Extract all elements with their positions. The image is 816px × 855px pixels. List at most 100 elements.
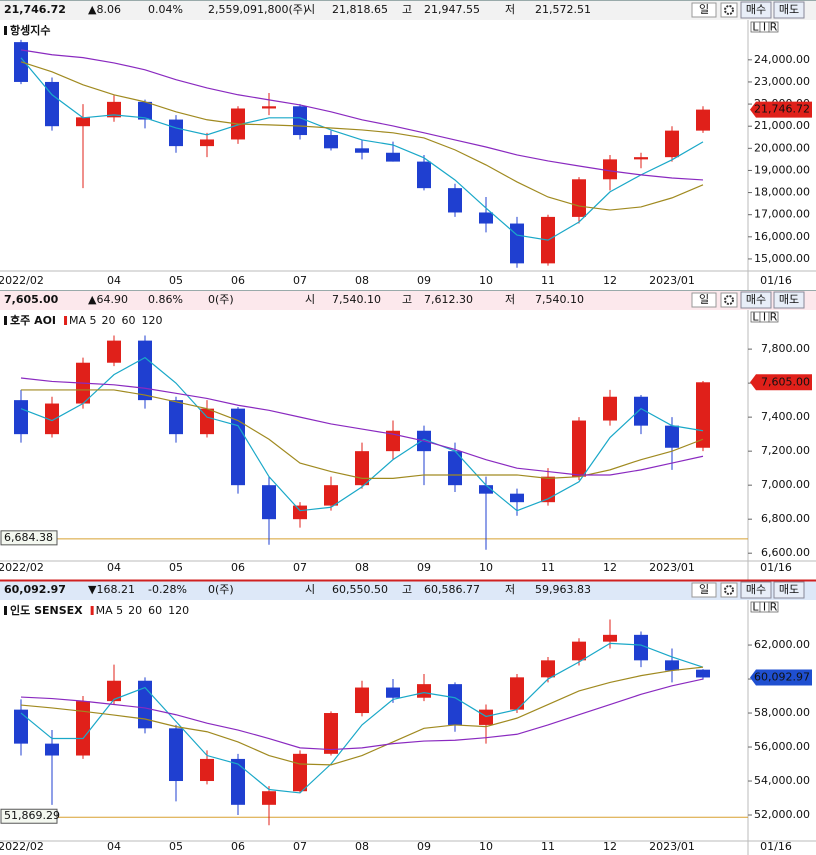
legend-ma5: MA 5 — [69, 314, 97, 327]
buy-button[interactable] — [740, 581, 772, 599]
legend-entry: 120 — [168, 604, 189, 617]
candle-body — [634, 396, 648, 426]
sell-button[interactable] — [773, 581, 805, 599]
scale-label: R — [770, 601, 778, 614]
scale-label: I — [763, 21, 766, 34]
sell-button[interactable] — [773, 1, 805, 19]
candle-body — [169, 400, 183, 435]
x-tick-label: 04 — [107, 274, 121, 287]
period-button[interactable] — [691, 292, 717, 308]
buy-button[interactable] — [740, 291, 772, 309]
settings-button[interactable] — [720, 2, 738, 18]
y-tick-label: 62,000.00 — [754, 638, 810, 651]
legend-swatch — [64, 316, 68, 325]
candle-body — [603, 159, 617, 180]
legend-entry: 60 — [122, 314, 136, 327]
quote-low-label: 저 — [505, 583, 515, 596]
legend-entry: 20 — [128, 604, 142, 617]
scale-button[interactable] — [768, 601, 779, 613]
sell-label: 매도 — [779, 293, 799, 306]
x-tick-label: 09 — [417, 840, 431, 853]
candle-body — [138, 680, 152, 729]
x-tick-label: 12 — [603, 840, 617, 853]
y-tick-label: 23,000.00 — [754, 75, 810, 88]
x-tick-label: 07 — [293, 840, 307, 853]
candle-body — [603, 396, 617, 421]
period-button[interactable] — [691, 2, 717, 18]
candle-body — [138, 101, 152, 120]
moving-average-line — [20, 666, 704, 766]
date-label: 01/16 — [760, 561, 792, 574]
candle-body — [572, 420, 586, 477]
candle-body — [386, 687, 400, 698]
settings-button[interactable] — [720, 582, 738, 598]
candle-body — [324, 485, 338, 506]
settings-icon — [724, 585, 734, 595]
quote-change: ▲8.06 — [88, 3, 121, 16]
buy-label: 매수 — [746, 293, 766, 306]
buy-button[interactable] — [740, 1, 772, 19]
candle-body — [448, 451, 462, 486]
x-tick-label: 12 — [603, 274, 617, 287]
settings-button[interactable] — [720, 292, 738, 308]
quote-low: 7,540.10 — [535, 293, 584, 306]
x-tick-label: 2023/01 — [649, 561, 695, 574]
sell-label: 매도 — [779, 583, 799, 596]
x-tick-label: 05 — [169, 840, 183, 853]
x-tick-label: 10 — [479, 840, 493, 853]
candle-body — [603, 634, 617, 642]
quote-low: 21,572.51 — [535, 3, 591, 16]
quote-low-label: 저 — [505, 293, 515, 306]
candle-body — [169, 119, 183, 147]
candle-body — [665, 660, 679, 671]
candle-body — [293, 505, 307, 520]
title-marker — [4, 316, 7, 325]
candle-body — [417, 161, 431, 189]
candle-body — [138, 340, 152, 401]
candle-body — [14, 709, 28, 744]
x-tick-label: 2022/02 — [0, 274, 44, 287]
moving-average-line — [20, 57, 704, 241]
candle-body — [45, 743, 59, 756]
quote-high-label: 고 — [402, 293, 412, 306]
candle-body — [355, 148, 369, 153]
candle-body — [572, 179, 586, 217]
moving-average-line — [20, 678, 704, 751]
x-tick-label: 08 — [355, 561, 369, 574]
candle-body — [231, 408, 245, 486]
sell-button[interactable] — [773, 291, 805, 309]
candle-body — [14, 400, 28, 435]
scale-button[interactable] — [768, 311, 779, 323]
period-label: 일 — [699, 2, 709, 16]
y-tick-label: 6,600.00 — [761, 546, 810, 559]
title-marker — [4, 26, 7, 35]
candle-body — [541, 660, 555, 678]
candle-body — [355, 687, 369, 714]
quote-bar — [0, 580, 816, 600]
x-tick-label: 09 — [417, 274, 431, 287]
legend-entry: 20 — [102, 314, 116, 327]
candle-body — [479, 212, 493, 224]
candle-body — [76, 117, 90, 127]
scale-label: L — [752, 311, 759, 324]
moving-average-line — [20, 356, 704, 512]
settings-icon — [724, 5, 734, 15]
candle-body — [76, 701, 90, 756]
date-label: 01/16 — [760, 840, 792, 853]
scale-button[interactable] — [768, 21, 779, 33]
panel-title: 항셍지수 — [10, 23, 50, 37]
candle-body — [479, 485, 493, 494]
scale-label: R — [770, 311, 778, 324]
period-button[interactable] — [691, 582, 717, 598]
title-marker — [4, 606, 7, 615]
candle-body — [510, 493, 524, 503]
period-label: 일 — [699, 582, 709, 596]
candle-body — [45, 403, 59, 435]
reference-label: 6,684.38 — [4, 531, 53, 544]
candle-body — [324, 135, 338, 149]
y-tick-label: 18,000.00 — [754, 186, 810, 199]
candle-body — [665, 425, 679, 448]
candle-body — [696, 109, 710, 131]
y-tick-label: 6,800.00 — [761, 512, 810, 525]
